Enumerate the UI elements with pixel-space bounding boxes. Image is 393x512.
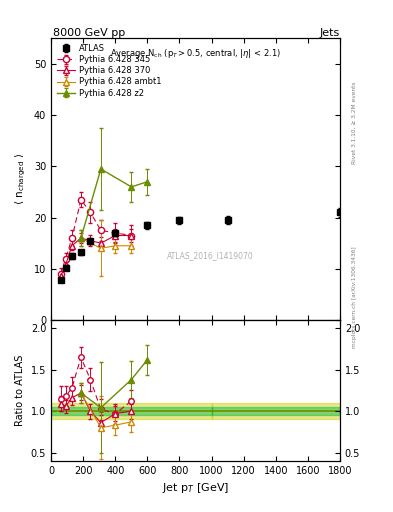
Bar (51, 403, 211, 419)
Y-axis label: Ratio to ATLAS: Ratio to ATLAS (15, 355, 25, 426)
Bar (51, 407, 211, 415)
Text: 8000 GeV pp: 8000 GeV pp (53, 28, 125, 38)
Text: ATLAS_2016_I1419070: ATLAS_2016_I1419070 (167, 251, 253, 260)
Y-axis label: $\langle$ n$_{\rm charged}$ $\rangle$: $\langle$ n$_{\rm charged}$ $\rangle$ (14, 153, 28, 205)
Bar (211, 403, 340, 419)
Text: Average N$_{\rm ch}$ (p$_T$$>$0.5, central, |$\eta$| < 2.1): Average N$_{\rm ch}$ (p$_T$$>$0.5, centr… (110, 47, 281, 60)
X-axis label: Jet p$_T$ [GeV]: Jet p$_T$ [GeV] (162, 481, 229, 495)
Text: mcplots.cern.ch [arXiv:1306.3436]: mcplots.cern.ch [arXiv:1306.3436] (352, 246, 357, 348)
Legend: ATLAS, Pythia 6.428 345, Pythia 6.428 370, Pythia 6.428 ambt1, Pythia 6.428 z2: ATLAS, Pythia 6.428 345, Pythia 6.428 37… (55, 42, 163, 99)
Bar (211, 407, 340, 415)
Text: Rivet 3.1.10, ≥ 3.2M events: Rivet 3.1.10, ≥ 3.2M events (352, 81, 357, 164)
Text: Jets: Jets (320, 28, 340, 38)
